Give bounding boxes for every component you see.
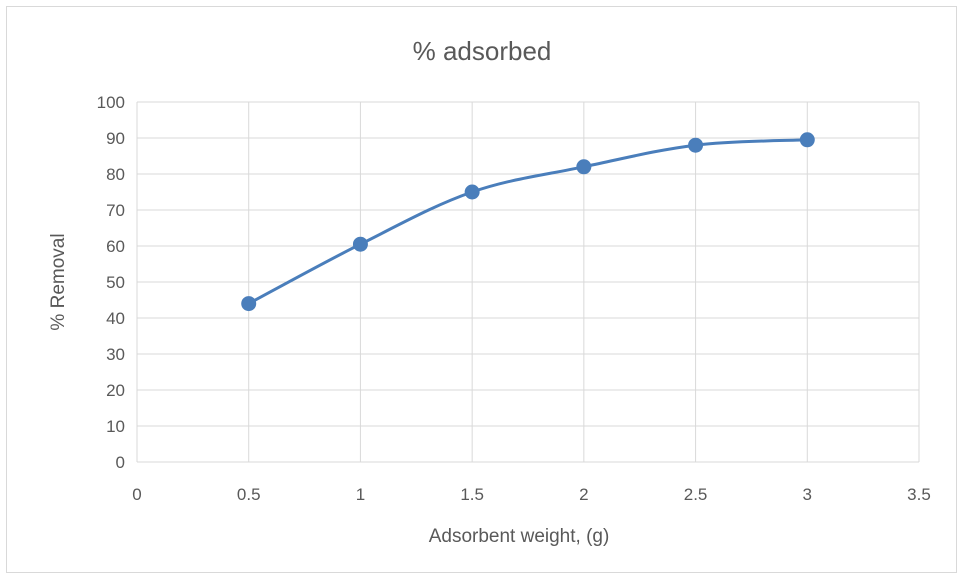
y-tick-label: 0 (116, 453, 125, 472)
data-point (241, 296, 257, 312)
y-tick-label: 30 (106, 345, 125, 364)
x-tick-label: 0 (132, 485, 141, 504)
chart-svg: % adsorbed 0 10 20 30 40 50 60 70 80 90 100 0 0.5 1 1… (48, 36, 931, 547)
data-point (576, 159, 592, 175)
data-point (352, 236, 368, 252)
y-tick-label: 80 (106, 165, 125, 184)
gridlines (136, 101, 920, 463)
data-point (464, 184, 480, 200)
data-point (688, 137, 704, 153)
y-tick-label: 40 (106, 309, 125, 328)
x-tick-label: 2.5 (684, 485, 708, 504)
x-tick-label: 3.5 (907, 485, 931, 504)
series-layer (241, 132, 815, 312)
y-tick-label: 50 (106, 273, 125, 292)
x-tick-label: 2 (579, 485, 588, 504)
y-tick-label: 10 (106, 417, 125, 436)
series-line (247, 138, 809, 306)
x-axis-label: Adsorbent weight, (g) (429, 526, 610, 547)
x-tick-label: 3 (803, 485, 812, 504)
chart-title: % adsorbed (413, 36, 552, 66)
y-tick-labels: 0 10 20 30 40 50 60 70 80 90 100 (97, 93, 125, 472)
y-tick-label: 70 (106, 201, 125, 220)
x-tick-label: 1.5 (460, 485, 484, 504)
y-axis-label: % Removal (48, 233, 69, 330)
y-tick-label: 20 (106, 381, 125, 400)
x-tick-labels: 0 0.5 1 1.5 2 2.5 3 3.5 (132, 485, 931, 504)
y-tick-label: 60 (106, 237, 125, 256)
chart-container: % adsorbed 0 10 20 30 40 50 60 70 80 90 100 0 0.5 1 1… (6, 6, 957, 573)
x-tick-label: 0.5 (237, 485, 261, 504)
x-tick-label: 1 (356, 485, 365, 504)
y-tick-label: 90 (106, 129, 125, 148)
y-tick-label: 100 (97, 93, 125, 112)
data-point (799, 132, 815, 148)
